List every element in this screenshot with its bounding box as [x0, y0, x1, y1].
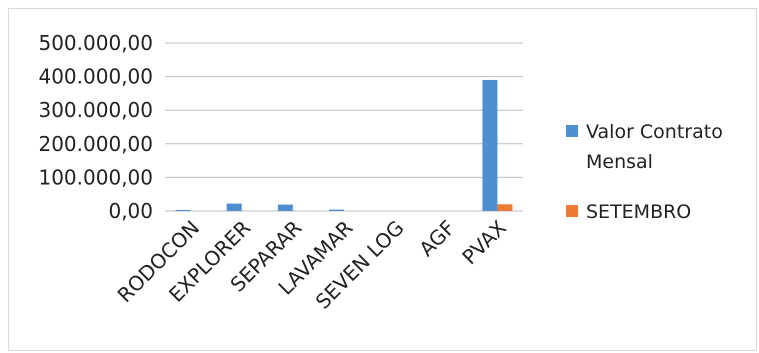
y-tick-label: 100.000,00: [38, 165, 153, 189]
bars: [175, 79, 513, 212]
y-tick-label: 0,00: [108, 199, 153, 223]
legend-swatch: [566, 125, 578, 137]
y-axis-tick-labels: 0,00 100.000,00 200.000,00 300.000,00 400.00…: [38, 31, 153, 223]
bar-valor-contrato-mensal-separar: [277, 204, 293, 211]
chart-frame: [8, 8, 757, 351]
y-tick-label: 400.000,00: [38, 65, 153, 89]
bar-valor-contrato-mensal-lavamar: [329, 209, 344, 211]
y-tick-label: 200.000,00: [38, 132, 153, 156]
legend: Valor Contrato Mensal SETEMBRO: [566, 121, 723, 223]
bar-valor-contrato-mensal-rodocon: [175, 209, 191, 211]
legend-label: SETEMBRO: [586, 201, 691, 223]
y-tick-label: 500.000,00: [38, 31, 153, 55]
gridlines: [165, 42, 523, 212]
y-tick-label: 300.000,00: [38, 98, 153, 122]
bar-valor-contrato-mensal-pvax: [482, 79, 498, 212]
bar-setembro-pvax: [497, 204, 513, 211]
x-tick-label: PVAX: [457, 215, 511, 269]
legend-label: Mensal: [586, 151, 653, 173]
bar-valor-contrato-mensal-explorer: [226, 203, 242, 211]
legend-label: Valor Contrato: [586, 121, 723, 143]
legend-swatch: [566, 205, 578, 217]
x-tick-label: AGF: [414, 216, 459, 261]
